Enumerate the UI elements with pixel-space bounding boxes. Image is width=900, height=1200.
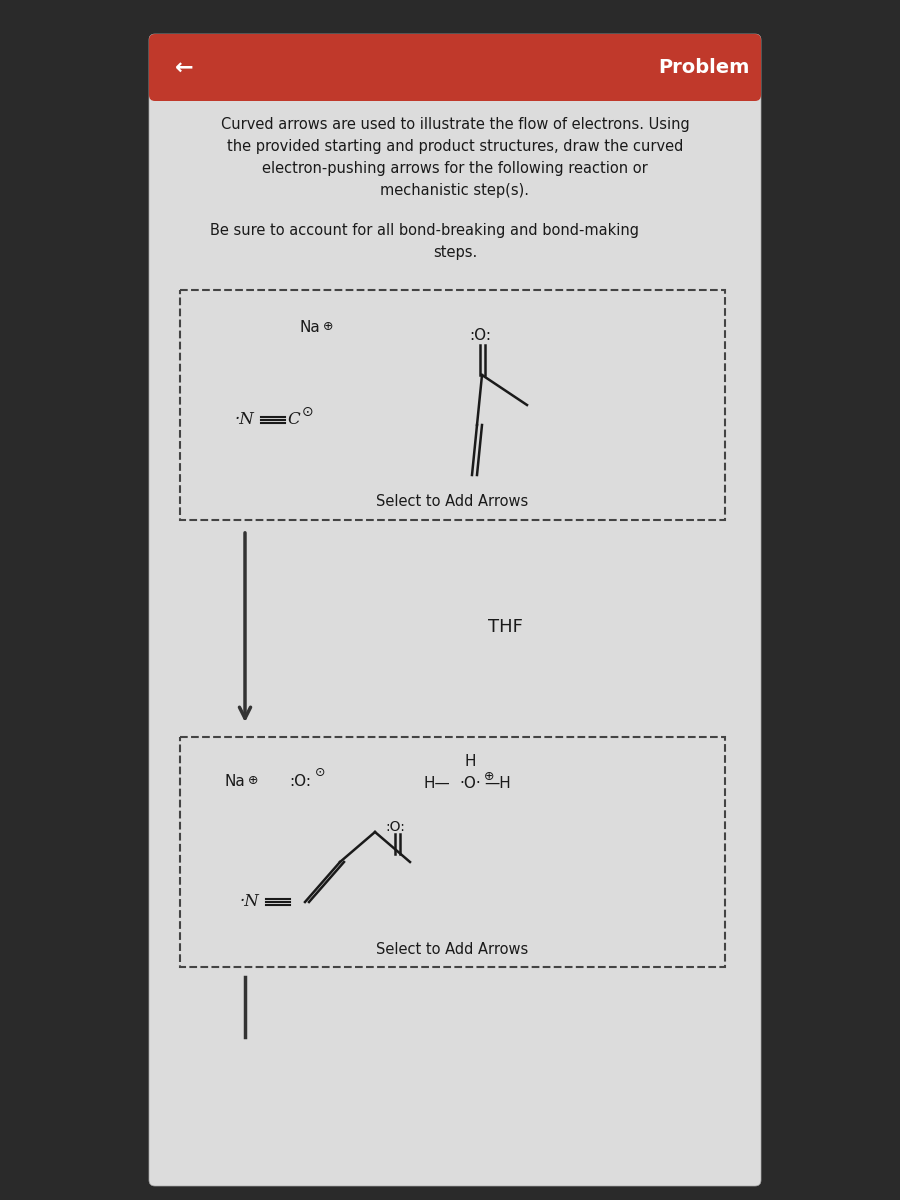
Text: steps.: steps. — [433, 245, 477, 259]
Text: Select to Add Arrows: Select to Add Arrows — [376, 494, 528, 510]
Text: ⊕: ⊕ — [323, 319, 334, 332]
Text: —H: —H — [484, 776, 511, 792]
Bar — [180, 290, 725, 520]
Text: Be sure to account for all bond-breaking and bond-making: Be sure to account for all bond-breaking… — [211, 222, 640, 238]
Text: Na: Na — [224, 774, 245, 790]
Text: Curved arrows are used to illustrate the flow of electrons. Using: Curved arrows are used to illustrate the… — [220, 118, 689, 132]
FancyBboxPatch shape — [149, 34, 761, 101]
Text: :O:: :O: — [289, 774, 311, 790]
Text: :O:: :O: — [385, 820, 405, 834]
Text: mechanistic step(s).: mechanistic step(s). — [381, 184, 529, 198]
Text: ·N: ·N — [235, 412, 255, 428]
Text: ⊙: ⊙ — [302, 404, 313, 419]
Text: ⊕: ⊕ — [248, 774, 258, 786]
Text: the provided starting and product structures, draw the curved: the provided starting and product struct… — [227, 139, 683, 155]
Text: H: H — [464, 755, 476, 769]
Text: C: C — [287, 412, 300, 428]
Text: ⊙: ⊙ — [315, 766, 326, 779]
Text: :O:: :O: — [469, 328, 491, 342]
Bar — [180, 737, 725, 967]
Text: Problem: Problem — [659, 58, 750, 77]
Text: H—: H— — [423, 776, 450, 792]
Text: electron-pushing arrows for the following reaction or: electron-pushing arrows for the followin… — [262, 162, 648, 176]
Text: Na: Na — [299, 320, 320, 336]
Text: Select to Add Arrows: Select to Add Arrows — [376, 942, 528, 956]
Text: ·N: ·N — [240, 894, 260, 911]
FancyBboxPatch shape — [149, 34, 761, 1186]
Text: ⊕: ⊕ — [484, 769, 494, 782]
Bar — [155, 67, 755, 96]
Text: ·O·: ·O· — [459, 776, 481, 792]
Text: THF: THF — [488, 618, 522, 636]
Text: ←: ← — [175, 58, 194, 78]
